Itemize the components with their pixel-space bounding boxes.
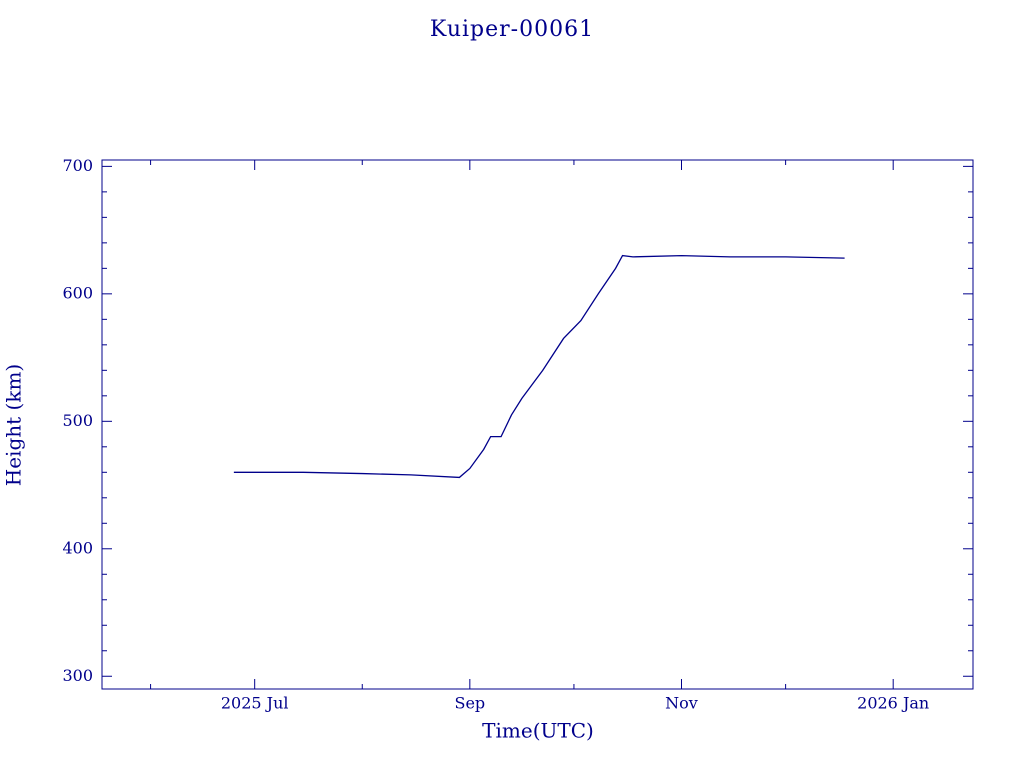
chart-title: Kuiper-00061 xyxy=(430,17,594,42)
y-tick-label: 400 xyxy=(62,538,93,557)
x-tick-label: 2026 Jan xyxy=(857,694,929,713)
plot-frame xyxy=(101,159,974,690)
y-tick-label: 500 xyxy=(62,411,93,430)
x-tick-label: Sep xyxy=(454,694,485,713)
y-axis-label: Height (km) xyxy=(2,364,26,486)
x-tick-label: Nov xyxy=(665,694,698,713)
x-axis-label: Time(UTC) xyxy=(482,719,594,743)
y-tick-label: 300 xyxy=(62,666,93,685)
y-tick-label: 600 xyxy=(62,283,93,302)
x-tick-label: 2025 Jul xyxy=(221,694,289,713)
y-tick-label: 700 xyxy=(62,156,93,175)
data-line xyxy=(233,254,845,479)
